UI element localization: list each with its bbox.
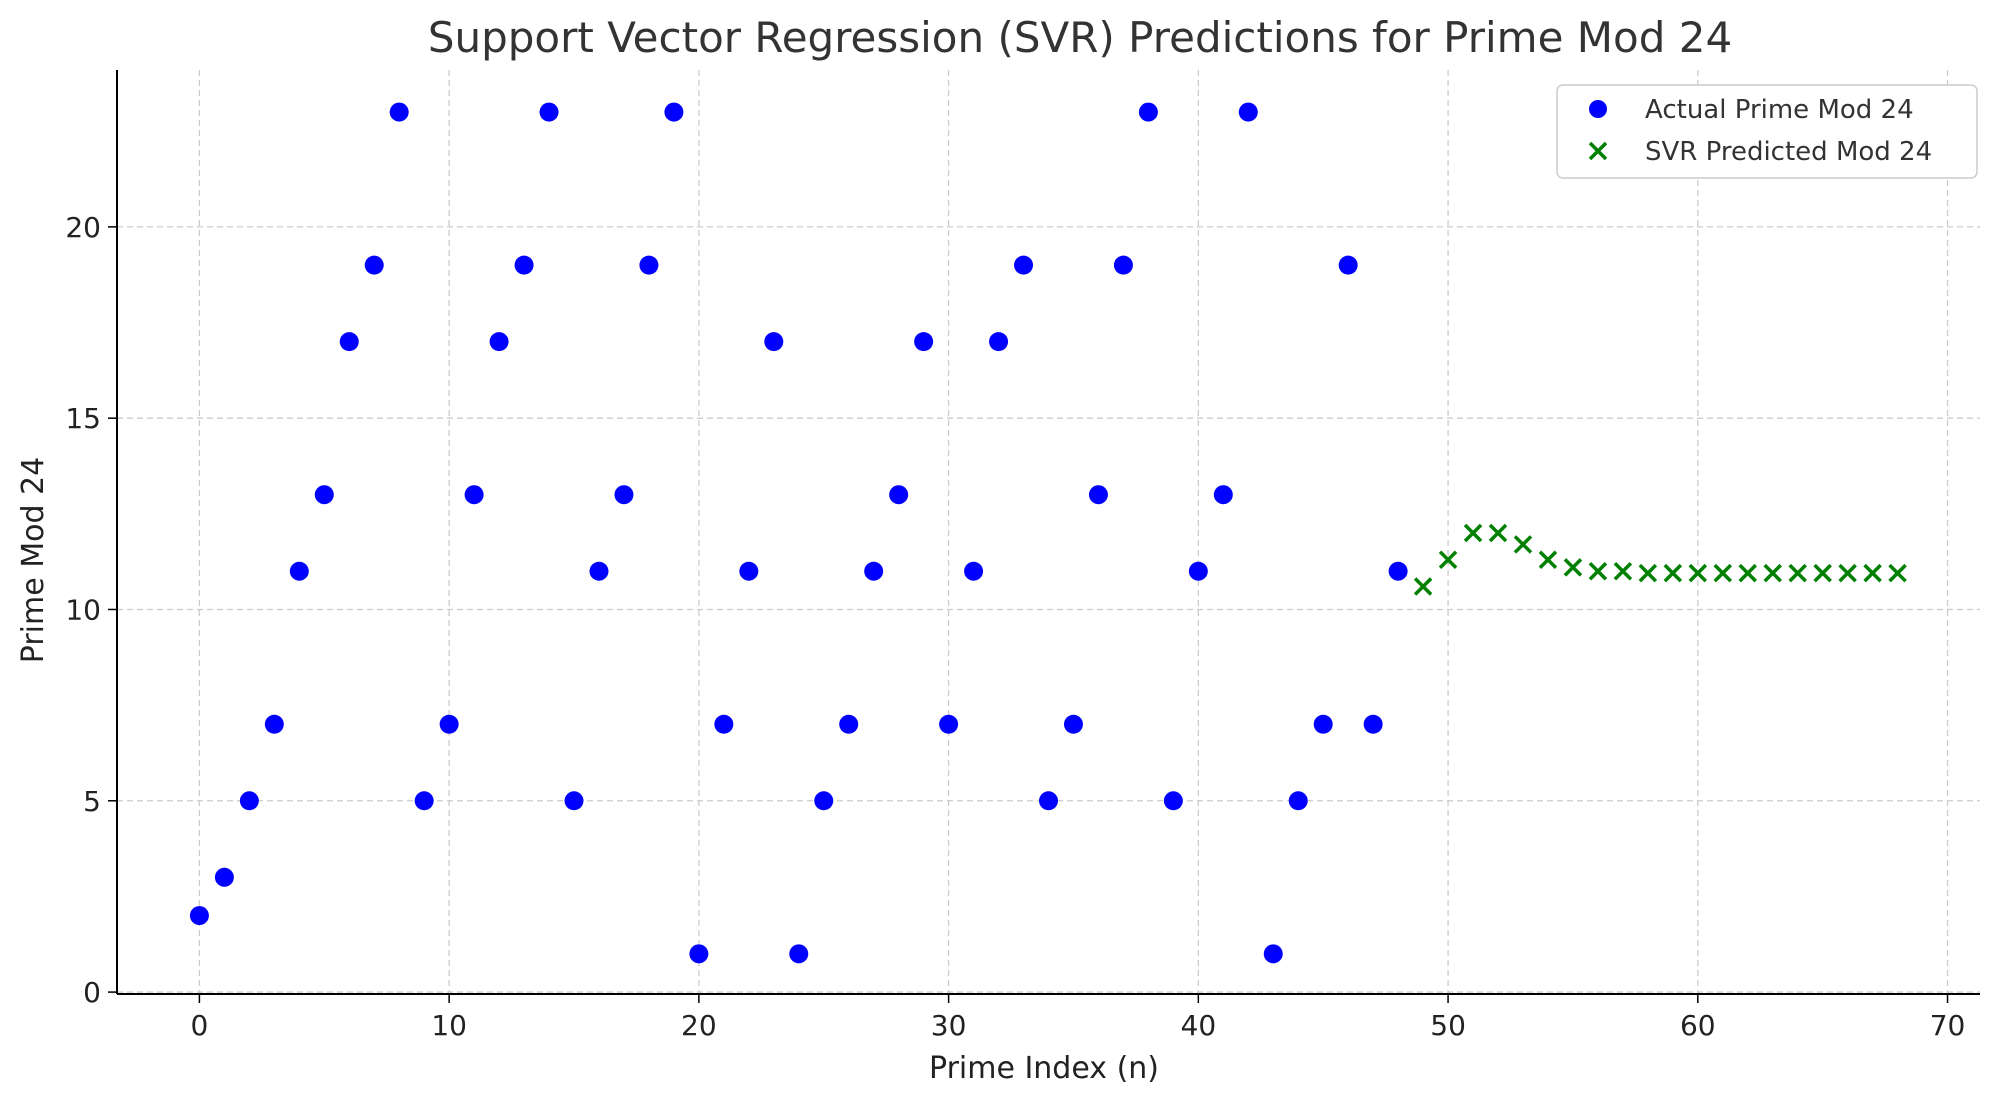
x-tick-label: 40 (1181, 1009, 1217, 1042)
actual-point (464, 485, 484, 505)
actual-point (939, 714, 959, 734)
predicted-point (1588, 561, 1608, 581)
predicted-point (1638, 563, 1658, 583)
actual-point (1238, 102, 1258, 122)
actual-point (1163, 791, 1183, 811)
actual-point (1213, 485, 1233, 505)
actual-point (614, 485, 634, 505)
actual-point (289, 561, 309, 581)
actual-point (489, 332, 509, 352)
actual-point (1388, 561, 1408, 581)
x-tick-label: 30 (931, 1009, 967, 1042)
chart-title: Support Vector Regression (SVR) Predicti… (428, 13, 1732, 62)
ticks: 0 10 20 30 40 50 60 70 0 5 10 15 20 (65, 211, 1965, 1042)
actual-point (989, 332, 1009, 352)
actual-point (414, 791, 434, 811)
actual-point (564, 791, 584, 811)
legend-marker-predicted (1588, 141, 1608, 161)
predicted-point (1563, 558, 1583, 577)
x-tick-label: 10 (431, 1009, 467, 1042)
x-tick-label: 50 (1430, 1009, 1466, 1042)
legend-label-predicted: SVR Predicted Mod 24 (1645, 137, 1932, 167)
actual-point (439, 714, 459, 734)
data-points (189, 102, 1907, 964)
predicted-point (1513, 535, 1533, 554)
y-tick-label: 15 (65, 402, 101, 435)
actual-point (1113, 255, 1133, 275)
actual-point (964, 561, 984, 581)
y-tick-label: 0 (83, 976, 101, 1009)
actual-point (1138, 102, 1158, 122)
actual-point (839, 714, 859, 734)
predicted-point (1413, 577, 1433, 596)
predicted-point (1888, 563, 1907, 583)
actual-point (539, 102, 559, 122)
legend-marker-actual (1589, 100, 1607, 118)
actual-point (239, 791, 259, 811)
actual-point (214, 867, 234, 887)
predicted-point (1713, 563, 1733, 583)
actual-point (864, 561, 884, 581)
actual-point (1263, 944, 1283, 964)
actual-point (764, 332, 784, 352)
actual-point (814, 791, 834, 811)
predicted-point (1738, 563, 1757, 583)
predicted-point (1838, 563, 1857, 583)
actual-point (1088, 485, 1108, 505)
x-tick-label: 0 (190, 1009, 208, 1042)
x-tick-label: 20 (681, 1009, 717, 1042)
y-axis-label: Prime Mod 24 (16, 457, 51, 663)
predicted-point (1788, 563, 1807, 583)
actual-point (1063, 714, 1083, 734)
actual-point (189, 906, 209, 926)
x-tick-label: 70 (1930, 1009, 1966, 1042)
actual-point (664, 102, 684, 122)
y-tick-label: 20 (65, 211, 101, 244)
x-axis-label: Prime Index (n) (929, 1051, 1159, 1086)
actual-point (689, 944, 709, 964)
actual-point (364, 255, 384, 275)
actual-point (1288, 791, 1308, 811)
predicted-point (1488, 523, 1508, 543)
actual-point (1014, 255, 1034, 275)
actual-point (889, 485, 909, 505)
legend-box (1556, 84, 1978, 179)
predicted-point (1763, 563, 1782, 583)
predicted-point (1813, 563, 1832, 583)
predicted-point (1463, 523, 1483, 543)
actual-point (339, 332, 359, 352)
actual-point (739, 561, 759, 581)
predicted-point (1663, 563, 1683, 583)
actual-point (389, 102, 409, 122)
x-tick-label: 60 (1680, 1009, 1716, 1042)
actual-point (914, 332, 934, 352)
actual-point (789, 944, 809, 964)
actual-point (639, 255, 659, 275)
actual-point (1363, 714, 1383, 734)
legend-label-actual: Actual Prime Mod 24 (1645, 95, 1914, 125)
actual-point (1313, 714, 1333, 734)
actual-point (1338, 255, 1358, 275)
actual-point (264, 714, 284, 734)
y-tick-label: 10 (65, 593, 101, 626)
actual-point (589, 561, 609, 581)
actual-point (1188, 561, 1208, 581)
predicted-point (1613, 561, 1633, 581)
y-tick-label: 5 (83, 785, 101, 818)
predicted-point (1438, 550, 1458, 569)
actual-point (314, 485, 334, 505)
actual-point (1039, 791, 1058, 811)
actual-point (714, 714, 734, 734)
predicted-point (1538, 550, 1558, 569)
predicted-point (1688, 563, 1708, 583)
actual-point (514, 255, 534, 275)
legend: Actual Prime Mod 24 SVR Predicted Mod 24 (1556, 84, 1978, 179)
predicted-point (1863, 563, 1882, 583)
axes (116, 70, 1980, 995)
